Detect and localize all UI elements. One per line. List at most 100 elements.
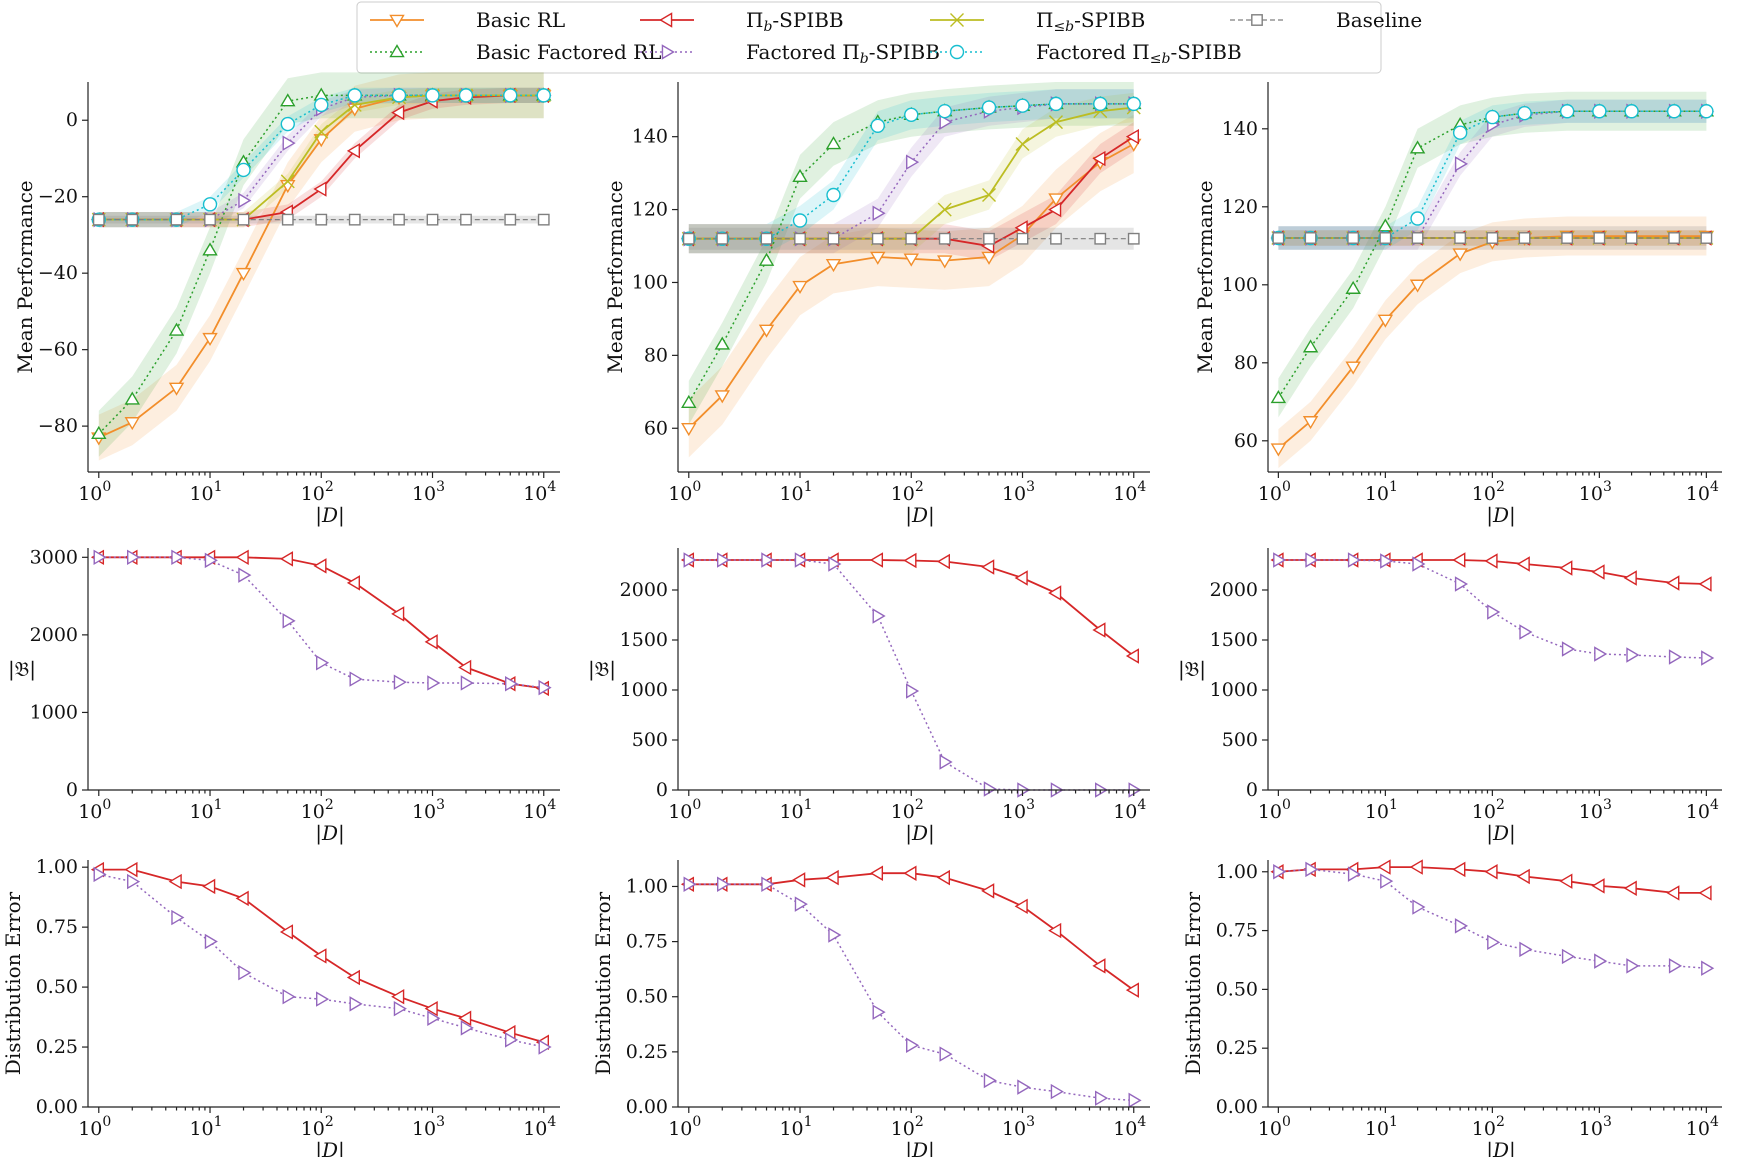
point-baseline — [1411, 232, 1424, 244]
y-axis-label: |𝔅| — [8, 657, 36, 682]
legend-frame — [356, 1, 1382, 74]
point-factored_pib — [1487, 934, 1501, 951]
x-tick-label: 100 — [1258, 797, 1291, 823]
point-factored_pib — [349, 996, 363, 1012]
x-tick-label: 100 — [1258, 479, 1291, 505]
point-factored_pib — [1594, 953, 1608, 969]
x-tick-label: 103 — [1002, 479, 1035, 505]
point-factored_pib — [127, 549, 141, 566]
y-tick-label: 120 — [1222, 196, 1258, 218]
point-pib — [1092, 150, 1106, 167]
point-factored_pib — [1561, 641, 1576, 657]
point-factored_pib — [238, 964, 252, 981]
series-line-factored_pib — [1278, 868, 1707, 969]
point-pib — [1623, 880, 1637, 896]
legend-marker — [661, 44, 675, 60]
point-factored_pileb — [391, 88, 407, 103]
legend: Basic RL Πb-SPIBB Π≤b-SPIBB Baseline Basic F… — [356, 1, 1422, 74]
x-tick-label: 104 — [1113, 1114, 1146, 1140]
point-baseline — [537, 213, 550, 226]
point-pib — [1516, 868, 1530, 885]
point-basic_rl — [168, 382, 185, 396]
point-pib — [1516, 556, 1530, 572]
point-factored_pib — [505, 676, 519, 692]
x-tick-label: 101 — [189, 797, 222, 823]
panel-err1: 100 101 102 103 104 0.00 0.25 0.50 0.75 1.00 |D| Di… — [1, 856, 560, 1157]
point-factored_pib — [1668, 649, 1683, 665]
point-factored_pib — [171, 549, 185, 566]
y-tick-label: 1500 — [1210, 629, 1258, 651]
point-baseline — [1561, 232, 1574, 244]
point-baseline — [315, 213, 328, 226]
point-baseline — [827, 232, 840, 245]
legend-entry-factored_pileb: Factored Π≤b-SPIBB — [930, 40, 1242, 67]
point-pib — [981, 559, 995, 575]
band-pib — [98, 87, 544, 228]
point-pib — [346, 575, 360, 591]
x-tick-label: 101 — [1365, 797, 1398, 823]
point-factored_pib — [127, 873, 141, 890]
point-factored_pib — [717, 876, 731, 892]
legend-entry-baseline: Baseline — [1230, 8, 1422, 32]
point-basic_rl — [1345, 361, 1361, 375]
point-pib — [936, 553, 950, 570]
panel-err2: 100 101 102 103 104 0.00 0.25 0.50 0.75 1.00 |D| Di… — [591, 860, 1150, 1157]
y-tick-label: 0.00 — [1216, 1096, 1258, 1118]
point-factored_pib — [939, 754, 953, 770]
x-axis-label: |D| — [905, 821, 935, 846]
y-tick-label: 0.00 — [626, 1096, 668, 1118]
point-pib — [124, 861, 138, 878]
x-tick-label: 101 — [1365, 479, 1398, 505]
y-tick-label: 0.25 — [36, 1036, 78, 1058]
point-baseline — [504, 213, 517, 226]
point-basic_rl — [825, 258, 842, 273]
band-basic_factored_rl — [98, 72, 544, 457]
y-tick-label: 60 — [1234, 430, 1258, 452]
point-pib — [1125, 128, 1139, 145]
point-basic_rl — [714, 390, 730, 404]
point-pib — [391, 988, 405, 1005]
legend-label: Baseline — [1336, 8, 1422, 32]
panel-perf3: 100 101 102 103 104 60 80 100 120 140 |D| Mean Perf… — [1193, 82, 1722, 528]
point-pib — [1125, 648, 1139, 664]
band-factored_pileb — [98, 87, 544, 228]
x-axis-label: |D| — [1486, 821, 1516, 846]
y-axis-label: Mean Performance — [1193, 180, 1217, 373]
point-pib — [424, 634, 438, 650]
x-tick-label: 104 — [523, 797, 556, 823]
point-pileb — [1015, 136, 1030, 151]
y-tick-label: 500 — [632, 729, 668, 751]
point-pib — [1452, 552, 1466, 568]
x-tick-label: 101 — [779, 479, 812, 505]
point-pib — [1048, 201, 1062, 218]
point-basic_rl — [870, 251, 886, 265]
panel-set2: 100 101 102 103 104 0 500 1000 1500 2000 |D| |𝔅| — [588, 548, 1150, 846]
point-factored_pib — [1412, 899, 1426, 915]
y-tick-label: −60 — [38, 339, 78, 361]
point-factored_pib — [282, 613, 296, 629]
point-factored_pib — [717, 552, 731, 568]
y-tick-label: 2000 — [620, 579, 668, 601]
y-tick-label: 80 — [1234, 352, 1258, 374]
point-factored_pileb — [1485, 109, 1500, 125]
y-tick-label: 0 — [66, 109, 78, 131]
y-tick-label: 0.75 — [36, 916, 78, 938]
x-tick-label: 103 — [1579, 1114, 1612, 1140]
legend-marker — [950, 13, 964, 27]
point-factored_pileb — [1048, 96, 1064, 112]
y-axis-label: Mean Performance — [603, 180, 627, 373]
point-pib — [1377, 859, 1391, 875]
point-factored_pib — [1347, 552, 1362, 568]
point-basic_rl — [758, 324, 775, 338]
point-factored_pib — [906, 683, 920, 699]
point-factored_pib — [460, 1020, 474, 1036]
point-factored_pib — [906, 154, 920, 170]
y-tick-label: −20 — [38, 186, 78, 208]
point-baseline — [170, 213, 183, 226]
x-axis-label: |D| — [1486, 503, 1516, 528]
point-basic_rl — [235, 267, 252, 282]
y-tick-label: 0.25 — [626, 1041, 668, 1063]
y-tick-label: 1500 — [620, 629, 668, 651]
band-basic_factored_rl — [688, 82, 1134, 425]
point-factored_pib — [238, 192, 252, 209]
